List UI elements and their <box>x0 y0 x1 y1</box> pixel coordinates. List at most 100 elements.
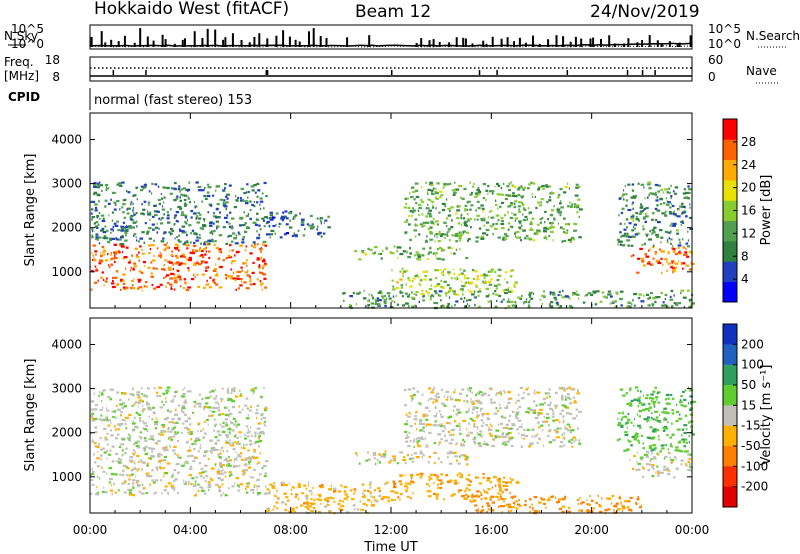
echo-cell <box>468 431 470 434</box>
echo-cell <box>198 237 201 240</box>
echo-cell <box>679 241 681 244</box>
echo-cell <box>440 415 444 418</box>
colorbar-swatch <box>723 241 737 262</box>
echo-cell <box>471 408 476 411</box>
echo-cell <box>151 223 155 226</box>
echo-cell <box>406 250 408 253</box>
echo-cell <box>476 416 478 419</box>
echo-cell <box>441 388 443 391</box>
echo-cell <box>682 192 687 195</box>
echo-cell <box>499 422 504 425</box>
echo-cell <box>457 462 461 465</box>
echo-cell <box>592 291 597 294</box>
echo-cell <box>209 222 213 225</box>
echo-cell <box>518 208 521 211</box>
echo-cell <box>258 224 261 227</box>
echo-cell <box>427 198 429 201</box>
echo-cell <box>166 241 168 244</box>
echo-cell <box>657 474 660 478</box>
echo-cell <box>297 229 300 232</box>
echo-cell <box>452 433 455 436</box>
echo-cell <box>162 205 164 208</box>
echo-cell <box>217 409 221 412</box>
echo-cell <box>467 238 471 241</box>
echo-cell <box>471 293 475 296</box>
echo-cell <box>506 432 509 435</box>
echo-cell <box>118 251 121 254</box>
freq-nave-panel <box>89 56 693 82</box>
echo-cell <box>682 390 685 393</box>
echo-cell <box>212 279 215 282</box>
echo-cell <box>547 497 551 500</box>
echo-cell <box>170 400 174 403</box>
echo-cell <box>103 451 107 454</box>
echo-cell <box>503 391 506 394</box>
echo-cell <box>361 249 365 253</box>
echo-cell <box>412 207 414 210</box>
echo-cell <box>673 476 676 479</box>
echo-cell <box>91 218 93 221</box>
echo-cell <box>435 398 438 402</box>
echo-cell <box>649 463 652 466</box>
echo-cell <box>282 211 284 214</box>
echo-cell <box>490 401 493 404</box>
echo-cell <box>407 454 409 457</box>
echo-cell <box>108 467 113 470</box>
echo-cell <box>470 400 475 403</box>
echo-cell <box>167 427 170 430</box>
echo-cell <box>252 456 257 460</box>
echo-cell <box>193 241 196 245</box>
echo-cell <box>131 429 135 432</box>
echo-cell <box>422 415 426 418</box>
echo-cell <box>142 187 144 190</box>
echo-cell <box>550 305 554 308</box>
echo-cell <box>403 456 406 459</box>
echo-cell <box>92 183 97 186</box>
echo-cell <box>153 423 157 426</box>
echo-cell <box>663 408 665 411</box>
echo-cell <box>515 416 518 419</box>
echo-cell <box>644 253 647 256</box>
echo-cell <box>201 200 204 203</box>
echo-cell <box>139 245 142 248</box>
echo-cell <box>93 417 98 420</box>
echo-cell <box>688 465 691 468</box>
echo-cell <box>553 429 556 432</box>
echo-cell <box>642 447 646 450</box>
echo-cell <box>235 395 239 398</box>
echo-cell <box>176 236 178 239</box>
echo-cell <box>494 305 498 308</box>
echo-cell <box>155 391 159 394</box>
echo-cell <box>561 510 565 513</box>
echo-cell <box>551 291 555 294</box>
echo-cell <box>580 502 583 505</box>
echo-cell <box>268 225 271 228</box>
echo-cell <box>301 492 305 495</box>
echo-cell <box>187 195 189 198</box>
echo-cell <box>687 460 690 463</box>
echo-cell <box>311 493 313 496</box>
echo-cell <box>133 211 135 214</box>
echo-cell <box>141 231 145 234</box>
echo-cell <box>201 471 205 474</box>
echo-cell <box>161 208 166 211</box>
echo-cell <box>249 200 252 203</box>
echo-cell <box>615 502 619 505</box>
echo-cell <box>121 251 124 254</box>
echo-cell <box>657 401 661 404</box>
echo-cell <box>207 239 211 242</box>
echo-cell <box>482 443 487 446</box>
echo-cell <box>512 495 517 498</box>
echo-cell <box>260 271 264 274</box>
echo-cell <box>446 456 449 459</box>
echo-cell <box>139 459 143 462</box>
echo-cell <box>653 428 657 431</box>
echo-cell <box>419 403 422 406</box>
echo-cell <box>420 198 423 202</box>
echo-cell <box>663 417 666 420</box>
echo-cell <box>439 486 442 489</box>
echo-cell <box>133 194 137 197</box>
echo-cell <box>91 200 96 203</box>
echo-cell <box>223 187 226 190</box>
echo-cell <box>111 257 115 260</box>
